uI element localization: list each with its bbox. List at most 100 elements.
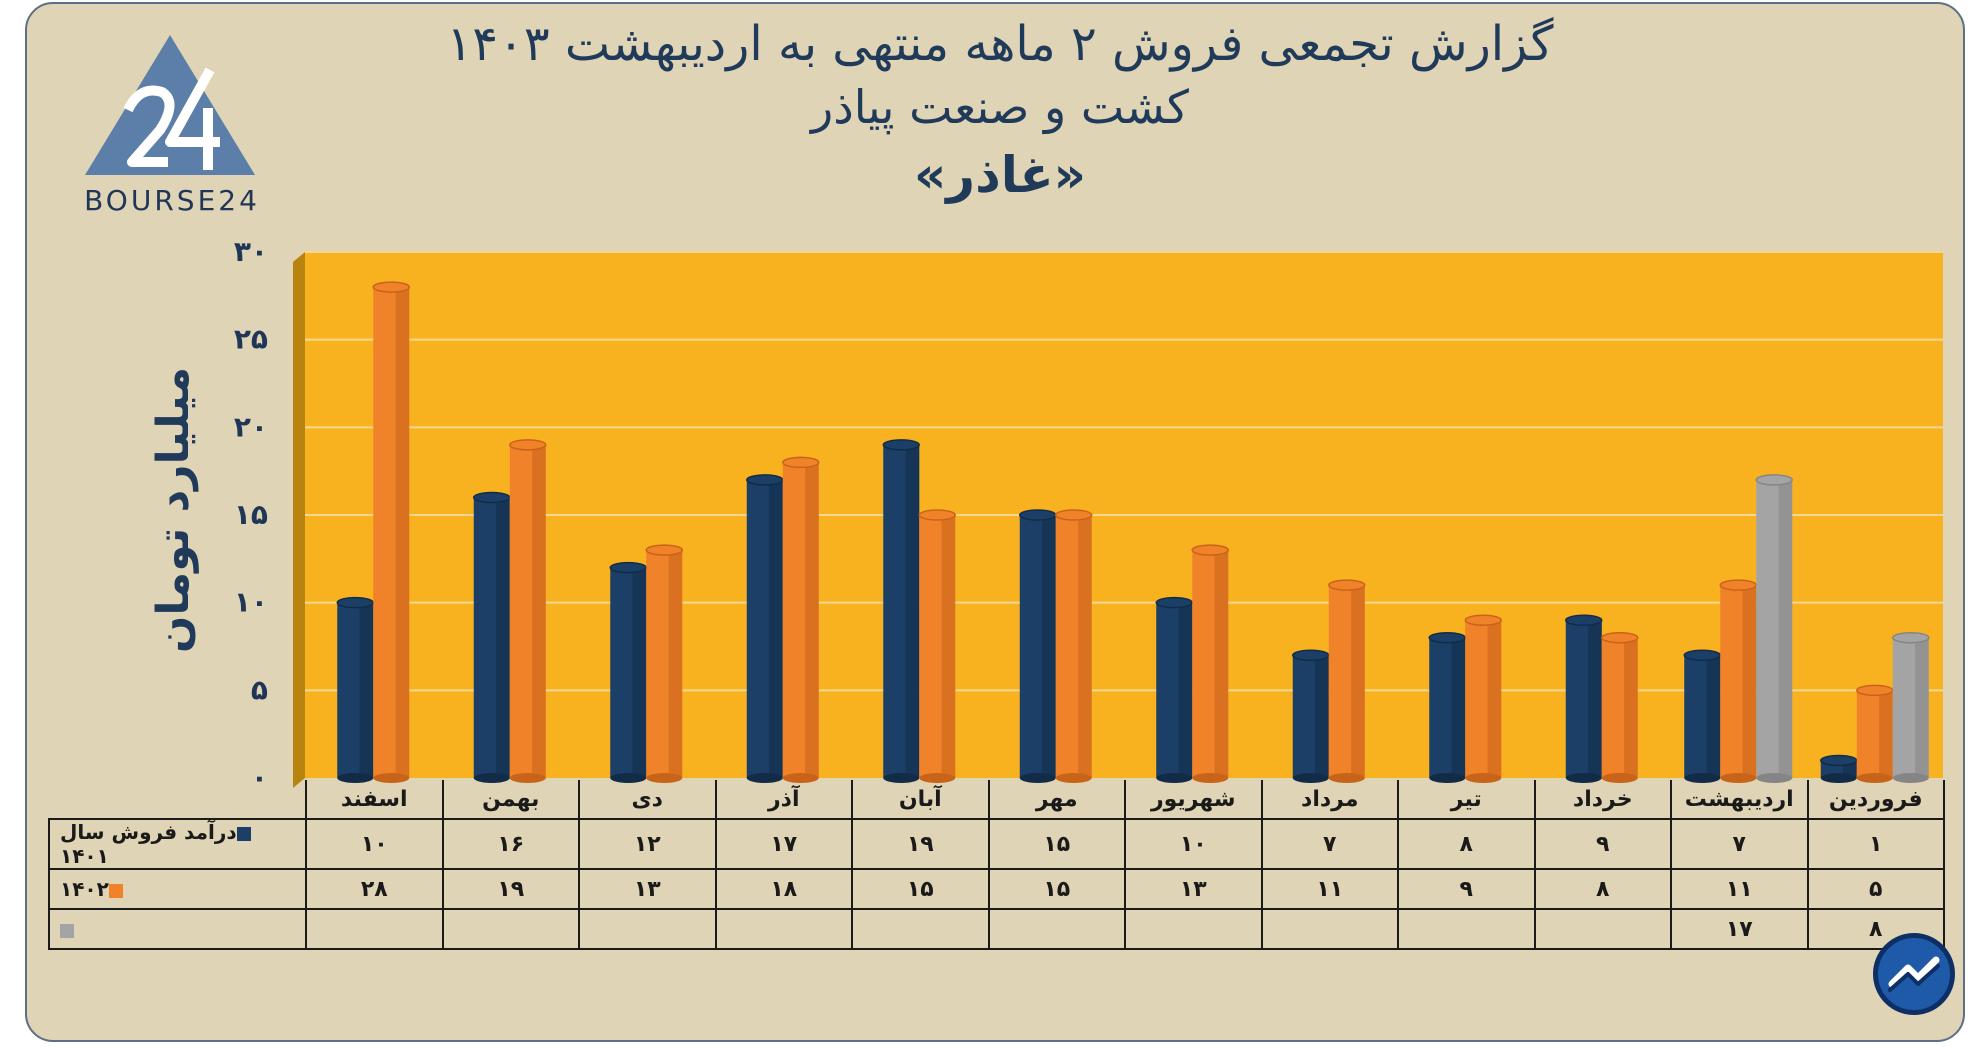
table-row: ۱۷ ۸ <box>48 908 1945 950</box>
bar-shade <box>1588 620 1602 778</box>
bar-shade <box>1178 602 1193 778</box>
bar <box>782 456 820 783</box>
bar-cap <box>1055 509 1093 521</box>
bar-shade <box>1706 655 1721 778</box>
bar <box>1755 474 1793 783</box>
bar-cap <box>336 596 374 609</box>
table-row: درآمد فروش سال ۱۴۰۱ ۱۰ ۱۶ ۱۲ ۱۷ ۱۹ ۱۵ ۱۰ ۷ ۸ ۹ ۷ ۱ <box>48 818 1945 870</box>
x-tick-label: فروردین <box>1806 780 1945 820</box>
y-tick-label: ۵ <box>251 673 268 706</box>
bar <box>609 561 647 783</box>
bar-shade <box>769 479 783 778</box>
data-label: ۱۳ <box>1124 868 1263 910</box>
bar <box>645 544 683 783</box>
x-tick-label: شهریور <box>1124 780 1263 820</box>
data-label: ۱۱ <box>1260 868 1399 910</box>
bar-cap <box>1892 631 1930 644</box>
legend-swatch <box>236 826 251 841</box>
data-label: ۱۹ <box>441 868 580 910</box>
bar <box>1464 614 1502 783</box>
data-label: ۵ <box>1806 868 1945 910</box>
bar-shade <box>905 444 920 778</box>
chart-title: گزارش تجمعی فروش ۲ ماهه منتهی به اردیبهش… <box>446 16 1554 72</box>
bar-shade <box>395 287 410 778</box>
bar <box>1191 544 1229 783</box>
bar <box>882 439 920 783</box>
x-tick-label: آذر <box>714 780 853 820</box>
bar-cap <box>645 544 683 556</box>
x-tick-label: بهمن <box>441 780 580 820</box>
bar-cap <box>1820 754 1858 767</box>
y-axis-label: میلیارد تومان <box>148 367 199 653</box>
bourse24-logo <box>85 35 255 175</box>
legend-swatch <box>60 923 74 938</box>
bar <box>1155 596 1193 783</box>
bar <box>473 491 511 783</box>
bar-cap <box>1565 614 1603 626</box>
bar <box>372 281 410 783</box>
bar-shade <box>1487 620 1502 778</box>
data-label <box>578 908 717 950</box>
bar-shade <box>805 462 819 778</box>
data-label: ۱۹ <box>851 818 990 870</box>
brand-badge-icon <box>1873 933 1955 1015</box>
bar <box>1683 649 1721 783</box>
data-label <box>441 908 580 950</box>
bar-cap <box>782 456 820 469</box>
bar <box>1328 579 1366 783</box>
bar <box>1892 631 1930 783</box>
legend-entry <box>48 908 307 950</box>
bar-cap <box>1292 649 1330 662</box>
data-label: ۱ <box>1806 818 1945 870</box>
chart-ticker: «غاذر» <box>914 146 1086 204</box>
bar <box>1428 631 1466 783</box>
data-label <box>987 908 1126 950</box>
bar-cap <box>882 439 920 451</box>
data-label: ۲۸ <box>305 868 444 910</box>
y-tick-label: ۲۰ <box>234 410 268 443</box>
data-label <box>851 908 990 950</box>
y-tick-label: ۲۵ <box>234 323 268 356</box>
legend-label: ۱۴۰۲ <box>60 877 109 901</box>
bar-shade <box>1315 655 1329 778</box>
bar-shade <box>359 602 374 778</box>
data-label: ۱۵ <box>851 868 990 910</box>
bar-shade <box>1778 479 1793 778</box>
data-label <box>1397 908 1536 950</box>
data-label: ۱۳ <box>578 868 717 910</box>
y-tick-label: ۱۰ <box>234 586 268 619</box>
logo-digit-4 <box>165 67 220 170</box>
bar-cap <box>1856 684 1894 697</box>
bar-cap <box>473 491 511 504</box>
y-tick-label: ۳۰ <box>234 235 268 268</box>
data-label: ۱۷ <box>714 818 853 870</box>
bar-cap <box>1191 544 1229 556</box>
bar-shade <box>1451 637 1466 778</box>
data-label <box>714 908 853 950</box>
bar-shade <box>1214 550 1229 778</box>
bar <box>1601 631 1639 783</box>
bar-cap <box>1019 509 1057 521</box>
logo-digit-2 <box>123 85 175 167</box>
data-label: ۷ <box>1260 818 1399 870</box>
x-tick-label: آبان <box>851 780 990 820</box>
bar <box>509 439 547 783</box>
x-tick-label: دی <box>578 780 717 820</box>
data-label: ۱۰ <box>305 818 444 870</box>
bar-shade <box>1624 637 1638 778</box>
legend-entry: ۱۴۰۲ <box>48 868 307 910</box>
bar-shade <box>632 567 647 778</box>
bar-shade <box>1078 515 1092 778</box>
bar-cap <box>372 281 410 293</box>
x-tick-label: اردیبهشت <box>1670 780 1809 820</box>
data-label: ۱۱ <box>1670 868 1809 910</box>
bar-cap <box>609 561 647 574</box>
bar <box>336 596 374 783</box>
legend-entry: درآمد فروش سال ۱۴۰۱ <box>48 818 307 870</box>
x-tick-label: خرداد <box>1533 780 1672 820</box>
data-label: ۸ <box>1397 818 1536 870</box>
data-label: ۸ <box>1533 868 1672 910</box>
bar <box>1565 614 1603 783</box>
bar-shade <box>1351 585 1365 778</box>
